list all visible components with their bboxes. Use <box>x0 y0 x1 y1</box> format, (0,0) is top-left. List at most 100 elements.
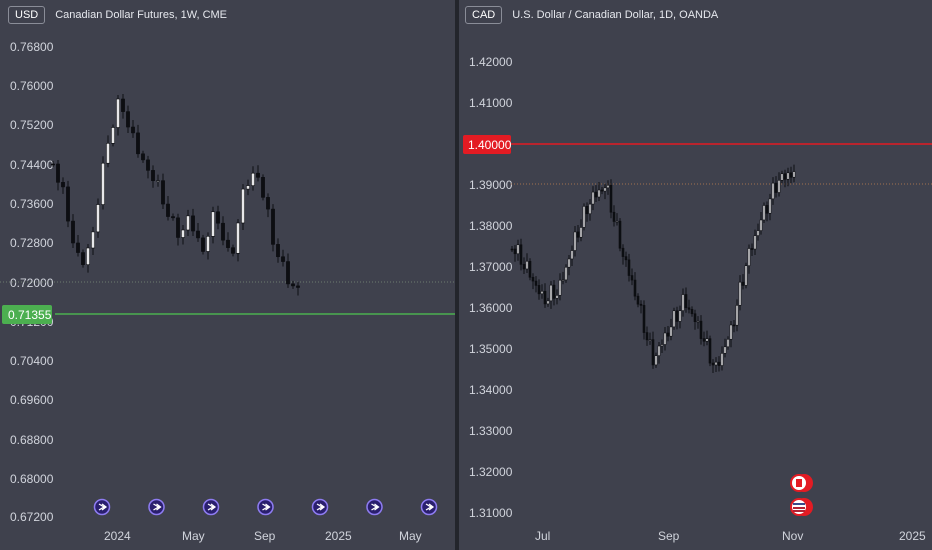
candle-body <box>603 187 607 192</box>
candle-body <box>256 172 260 178</box>
candle-body <box>588 203 592 215</box>
candle-body <box>516 244 520 255</box>
candle-body <box>573 231 577 251</box>
candle-body <box>251 172 255 186</box>
right-chart-header: CAD U.S. Dollar / Canadian Dollar, 1D, O… <box>465 6 718 24</box>
candle-body <box>777 180 781 193</box>
arrow-circle-icon[interactable] <box>420 498 438 516</box>
candle-body <box>711 362 715 366</box>
candle-body <box>161 180 165 205</box>
right-y-tick: 1.32000 <box>469 465 513 479</box>
candle-body <box>723 346 727 354</box>
flag-us-icon[interactable] <box>790 498 813 516</box>
candle-body <box>693 313 697 322</box>
candle-body <box>191 215 195 232</box>
right-chart-canvas[interactable]: 1.42000 1.41000 1.39000 1.38000 1.37000 … <box>459 0 932 550</box>
candle-body <box>96 204 100 233</box>
candle-body <box>678 310 682 322</box>
arrow-circle-icon[interactable] <box>202 498 220 516</box>
candle-body <box>246 185 250 190</box>
right-event-markers[interactable] <box>790 474 813 516</box>
candle-body <box>660 344 664 347</box>
left-price-tag[interactable]: 0.71355 <box>2 305 52 324</box>
left-x-tick: Sep <box>254 529 276 543</box>
candle-body <box>241 188 245 224</box>
arrow-circle-icon[interactable] <box>148 498 165 516</box>
left-y-tick: 0.75200 <box>10 118 54 132</box>
candle-body <box>699 320 703 339</box>
candle-body <box>594 191 598 198</box>
candle-body <box>528 260 532 278</box>
arrow-circle-icon[interactable] <box>366 498 383 516</box>
candle-body <box>176 217 180 238</box>
left-y-tick: 0.70400 <box>10 354 54 368</box>
right-y-tick: 1.33000 <box>469 424 513 438</box>
candle-body <box>166 203 170 217</box>
left-events[interactable] <box>93 498 438 516</box>
candle-body <box>111 127 115 144</box>
right-y-tick: 1.36000 <box>469 301 513 315</box>
left-candles <box>51 94 300 296</box>
left-y-tick: 0.74400 <box>10 158 54 172</box>
left-y-tick: 0.68000 <box>10 472 54 486</box>
left-chart-pane[interactable]: USD Canadian Dollar Futures, 1W, CME 0.7… <box>0 0 455 550</box>
candle-body <box>156 180 160 182</box>
candle-body <box>729 324 733 340</box>
candle-body <box>276 244 280 258</box>
candle-body <box>271 208 275 245</box>
flag-ca-icon[interactable] <box>790 474 813 492</box>
candle-body <box>636 295 640 305</box>
right-y-tick: 1.35000 <box>469 342 513 356</box>
candle-body <box>786 172 790 180</box>
left-x-tick: May <box>399 529 422 543</box>
candle-body <box>136 132 140 155</box>
candle-body <box>624 256 628 261</box>
candle-body <box>744 265 748 286</box>
left-y-tick: 0.76800 <box>10 40 54 54</box>
candle-body <box>783 173 787 180</box>
candle-body <box>621 247 625 257</box>
candle-body <box>684 294 688 309</box>
left-y-tick: 0.69600 <box>10 393 54 407</box>
candle-body <box>56 163 60 183</box>
pane-divider[interactable] <box>455 0 459 550</box>
right-price-tag[interactable]: 1.40000 <box>463 135 512 154</box>
candle-body <box>732 324 736 327</box>
candle-body <box>76 242 80 253</box>
candle-body <box>555 295 559 299</box>
candle-body <box>612 211 616 222</box>
left-chart-canvas[interactable]: 0.76800 0.76000 0.75200 0.74400 0.73600 … <box>0 0 455 550</box>
candle-body <box>131 126 135 134</box>
left-price-tag-bg <box>2 305 52 324</box>
right-y-tick: 1.38000 <box>469 219 513 233</box>
candle-body <box>196 230 200 239</box>
candle-body <box>639 303 643 306</box>
right-symbol-badge[interactable]: CAD <box>465 6 503 24</box>
arrow-circle-icon[interactable] <box>93 498 111 516</box>
candle-body <box>151 170 155 181</box>
left-symbol-badge[interactable]: USD <box>8 6 46 24</box>
left-y-tick: 0.67200 <box>10 510 54 524</box>
arrow-circle-icon[interactable] <box>257 498 274 516</box>
candle-body <box>181 229 185 238</box>
candle-body <box>510 248 514 251</box>
candle-body <box>561 279 565 282</box>
candle-body <box>126 111 130 128</box>
left-price-tag-label: 0.71355 <box>8 308 52 322</box>
candle-body <box>738 281 742 306</box>
arrow-circle-icon[interactable] <box>311 498 329 516</box>
candle-body <box>702 338 706 342</box>
candle-body <box>121 98 125 112</box>
candle-body <box>519 244 523 265</box>
candle-body <box>567 258 571 268</box>
right-x-tick: Nov <box>782 529 803 543</box>
candle-body <box>543 290 547 305</box>
candle-body <box>286 261 290 285</box>
candle-body <box>101 162 105 205</box>
candle-body <box>645 332 649 341</box>
right-candles <box>510 164 796 374</box>
right-chart-pane[interactable]: CAD U.S. Dollar / Canadian Dollar, 1D, O… <box>459 0 932 550</box>
candle-body <box>663 332 667 345</box>
candle-body <box>633 279 637 297</box>
right-price-tag-label: 1.40000 <box>468 138 512 152</box>
